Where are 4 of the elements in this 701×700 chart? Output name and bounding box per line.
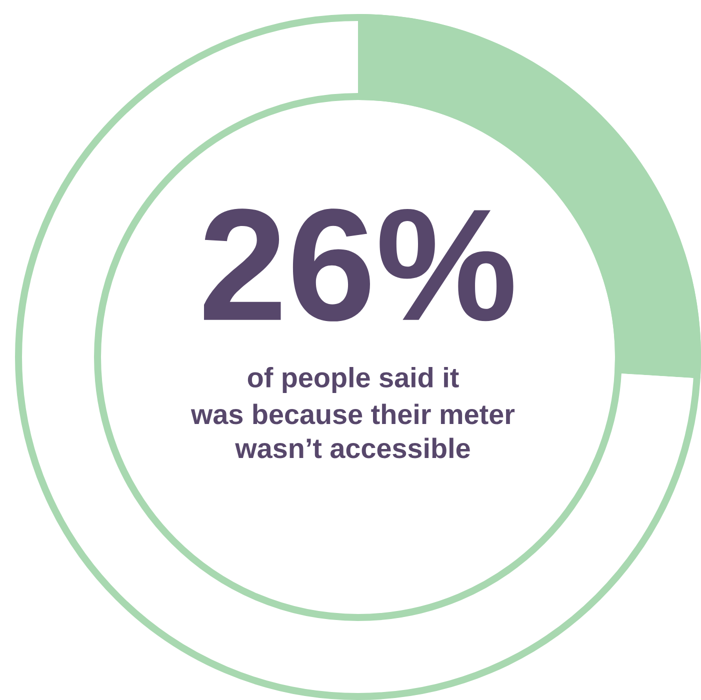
text: 26% bbox=[204, 208, 514, 322]
text: wasn’t accessible bbox=[235, 438, 470, 458]
text: of people said it bbox=[248, 367, 459, 393]
text: was because their meter bbox=[190, 404, 515, 424]
